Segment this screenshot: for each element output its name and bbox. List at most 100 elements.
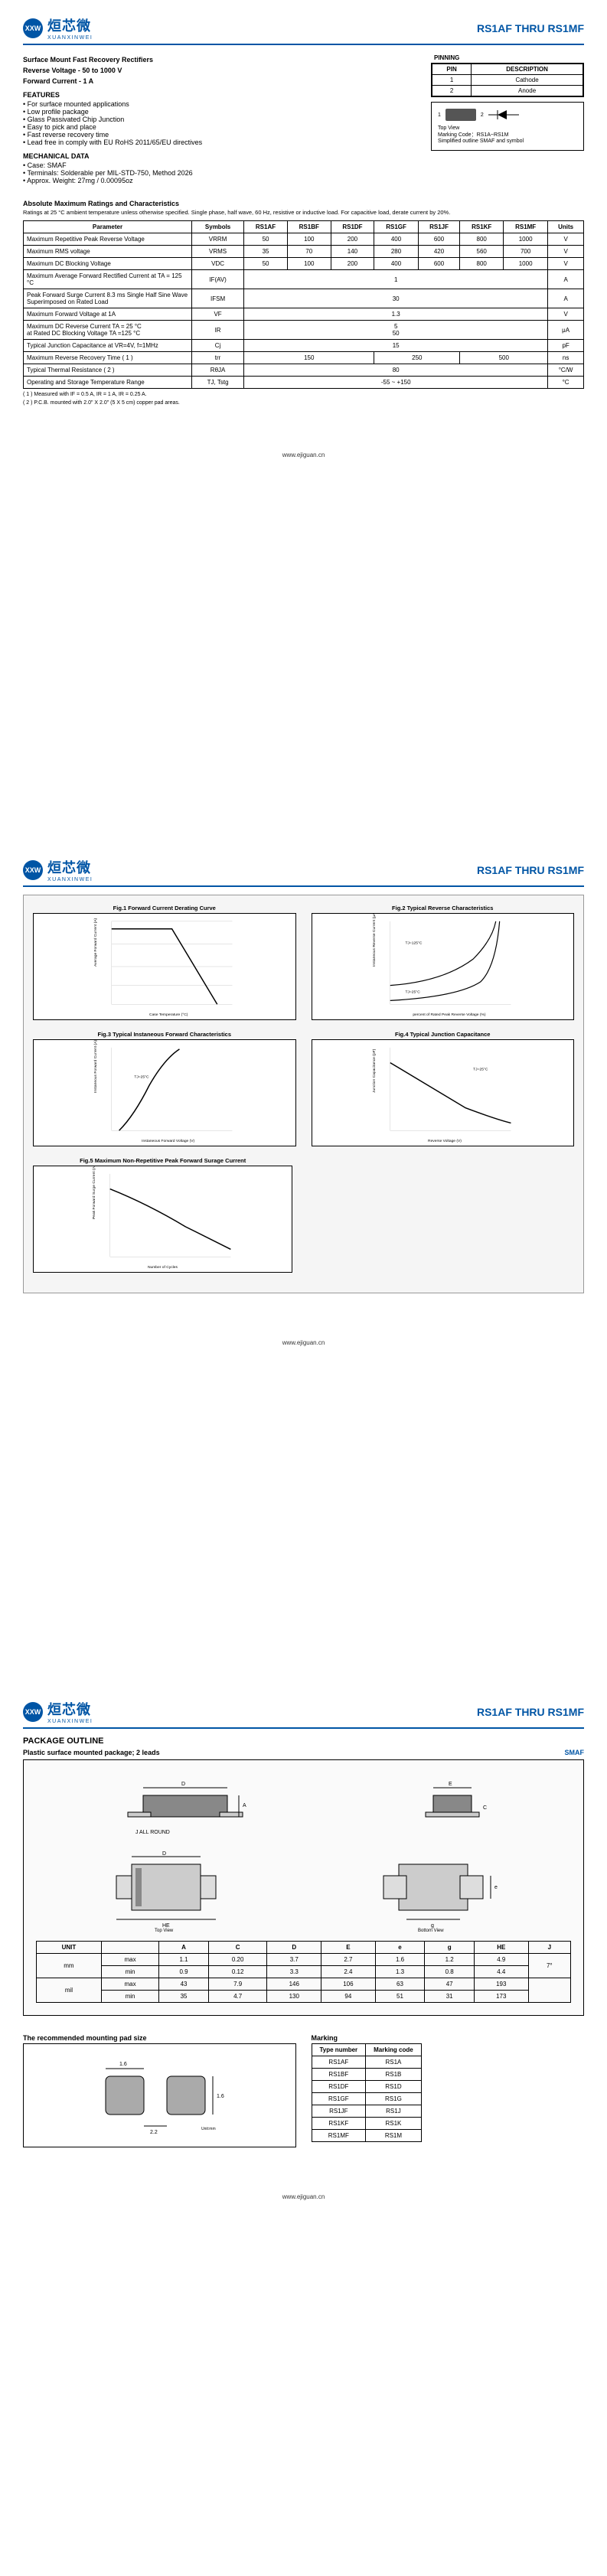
logo-cn-2: 烜芯微 bbox=[47, 857, 93, 877]
val-cell: 400 bbox=[374, 258, 418, 270]
val-cell: 100 bbox=[287, 258, 331, 270]
dim-cell: 35 bbox=[159, 1991, 209, 2003]
symbol-cell: VRMS bbox=[192, 246, 244, 258]
pin-head-1: DESCRIPTION bbox=[472, 64, 583, 75]
param-cell: Maximum DC Blocking Voltage bbox=[24, 258, 192, 270]
symbol-cell: IFSM bbox=[192, 289, 244, 308]
svg-text:C: C bbox=[483, 1805, 487, 1811]
dim-head-cell: A bbox=[159, 1942, 209, 1954]
val-cell: 800 bbox=[460, 233, 504, 246]
pin-table: PIN DESCRIPTION 1Cathode2Anode bbox=[431, 63, 584, 97]
svg-text:percent of Rated Peak Reverse: percent of Rated Peak Reverse Voltage (%… bbox=[413, 1012, 486, 1017]
svg-text:J ALL ROUND: J ALL ROUND bbox=[135, 1830, 170, 1835]
val-cell: 150 bbox=[244, 352, 374, 364]
dim-cell: 94 bbox=[321, 1991, 376, 2003]
mech-item: Approx. Weight: 27mg / 0.00095oz bbox=[23, 177, 416, 184]
svg-text:e: e bbox=[494, 1885, 498, 1890]
dim-head-cell bbox=[101, 1942, 158, 1954]
svg-text:TJ=25°C: TJ=25°C bbox=[134, 1074, 149, 1079]
dim-cell: 4.4 bbox=[474, 1966, 528, 1978]
mark-cell: RS1D bbox=[366, 2081, 422, 2093]
dim-cell: 2.4 bbox=[321, 1966, 376, 1978]
sym-note-1: Marking Code：RS1A~RS1M bbox=[438, 131, 577, 139]
svg-text:TJ=25°C: TJ=25°C bbox=[405, 990, 420, 995]
val-cell: 140 bbox=[331, 246, 374, 258]
dim-cell: 1.6 bbox=[375, 1954, 425, 1966]
footer-3: www.ejiguan.cn bbox=[23, 2193, 584, 2200]
val-cell: 420 bbox=[418, 246, 460, 258]
h3: Forward Current - 1 A bbox=[23, 77, 416, 85]
dim-cell: 146 bbox=[267, 1978, 321, 1991]
mark-cell: RS1M bbox=[366, 2130, 422, 2142]
feature-item: Easy to pick and place bbox=[23, 123, 416, 131]
pad-title: The recommended mounting pad size bbox=[23, 2034, 296, 2042]
mark-title: Marking bbox=[312, 2034, 585, 2042]
dim-head-cell: C bbox=[208, 1942, 267, 1954]
val-cell: 50 bbox=[244, 258, 288, 270]
mark-table: Type number Marking code RS1AFRS1ARS1BFR… bbox=[312, 2043, 422, 2142]
chart-4-title: Fig.4 Typical Junction Capacitance bbox=[312, 1031, 575, 1038]
doc-title: RS1AF THRU RS1MF bbox=[477, 22, 584, 34]
dim-cell: 130 bbox=[267, 1991, 321, 2003]
val-cell: 5 50 bbox=[244, 321, 548, 340]
logo-icon-2: XXW bbox=[23, 860, 43, 880]
pin-head-0: PIN bbox=[432, 64, 472, 75]
h2: Reverse Voltage - 50 to 1000 V bbox=[23, 67, 416, 74]
pkg-top-view-icon: D HE Top View bbox=[101, 1849, 239, 1933]
dim-cell: max bbox=[101, 1954, 158, 1966]
pkg-bottom-view-icon: e g Bottom View bbox=[368, 1849, 506, 1933]
dim-cell: 1.1 bbox=[159, 1954, 209, 1966]
val-cell: 100 bbox=[287, 233, 331, 246]
chart-5-title: Fig.5 Maximum Non-Repetitive Peak Forwar… bbox=[33, 1157, 292, 1164]
mark-cell: RS1B bbox=[366, 2069, 422, 2081]
mark-cell: RS1KF bbox=[312, 2118, 366, 2130]
doc-title-2: RS1AF THRU RS1MF bbox=[477, 864, 584, 876]
feature-item: Glass Passivated Chip Junction bbox=[23, 116, 416, 123]
mark-section: Marking Type number Marking code RS1AFRS… bbox=[312, 2031, 585, 2147]
unit-cell: pF bbox=[548, 340, 584, 352]
val-cell: 35 bbox=[244, 246, 288, 258]
symbol-box: 1 2 Top View Marking Code：RS1A~RS1M Simp… bbox=[431, 102, 584, 151]
symbol-cell: VRRM bbox=[192, 233, 244, 246]
spec-head-cell: RS1DF bbox=[331, 221, 374, 233]
unit-cell: V bbox=[548, 308, 584, 321]
spec-head-cell: RS1GF bbox=[374, 221, 418, 233]
dim-cell: 0.9 bbox=[159, 1966, 209, 1978]
logo-3: XXW 烜芯微 XUANXINWEI bbox=[23, 1699, 93, 1724]
unit-cell: μA bbox=[548, 321, 584, 340]
val-cell: -55 ~ +150 bbox=[244, 377, 548, 389]
logo-2: XXW 烜芯微 XUANXINWEI bbox=[23, 857, 93, 882]
param-cell: Typical Thermal Resistance ( 2 ) bbox=[24, 364, 192, 377]
val-cell: 800 bbox=[460, 258, 504, 270]
feature-item: Lead free in comply with EU RoHS 2011/65… bbox=[23, 139, 416, 146]
svg-text:Instaneous Forward Voltage (V): Instaneous Forward Voltage (V) bbox=[142, 1139, 194, 1143]
val-cell: 200 bbox=[331, 233, 374, 246]
spec-head-cell: Units bbox=[548, 221, 584, 233]
dim-cell: 3.3 bbox=[267, 1966, 321, 1978]
val-cell: 250 bbox=[374, 352, 460, 364]
dim-cell: 193 bbox=[474, 1978, 528, 1991]
dim-cell: 63 bbox=[375, 1978, 425, 1991]
val-cell: 400 bbox=[374, 233, 418, 246]
mark-cell: RS1K bbox=[366, 2118, 422, 2130]
pin-cell: 1 bbox=[432, 75, 472, 86]
chip-icon bbox=[445, 109, 476, 121]
pkg-views: D A J ALL ROUND E C bbox=[36, 1772, 571, 1841]
chart-2: Fig.2 Typical Reverse Characteristics TJ… bbox=[312, 905, 575, 1020]
footer-2: www.ejiguan.cn bbox=[23, 1339, 584, 1346]
dim-head-cell: UNIT bbox=[37, 1942, 102, 1954]
top-row: Surface Mount Fast Recovery Rectifiers R… bbox=[23, 53, 584, 191]
dim-cell: min bbox=[101, 1966, 158, 1978]
svg-text:Number of Cycles: Number of Cycles bbox=[148, 1265, 178, 1270]
symbol-cell: RθJA bbox=[192, 364, 244, 377]
spec-head-cell: RS1AF bbox=[244, 221, 288, 233]
left-column: Surface Mount Fast Recovery Rectifiers R… bbox=[23, 53, 416, 191]
pkg-title: PACKAGE OUTLINE bbox=[23, 1736, 584, 1746]
mark-cell: RS1GF bbox=[312, 2093, 366, 2105]
dim-cell: 0.8 bbox=[425, 1966, 475, 1978]
svg-text:E: E bbox=[449, 1782, 452, 1787]
dim-cell: 4.9 bbox=[474, 1954, 528, 1966]
logo-icon-3: XXW bbox=[23, 1702, 43, 1722]
val-cell: 600 bbox=[418, 258, 460, 270]
pinning-title: PINNING bbox=[431, 53, 584, 63]
